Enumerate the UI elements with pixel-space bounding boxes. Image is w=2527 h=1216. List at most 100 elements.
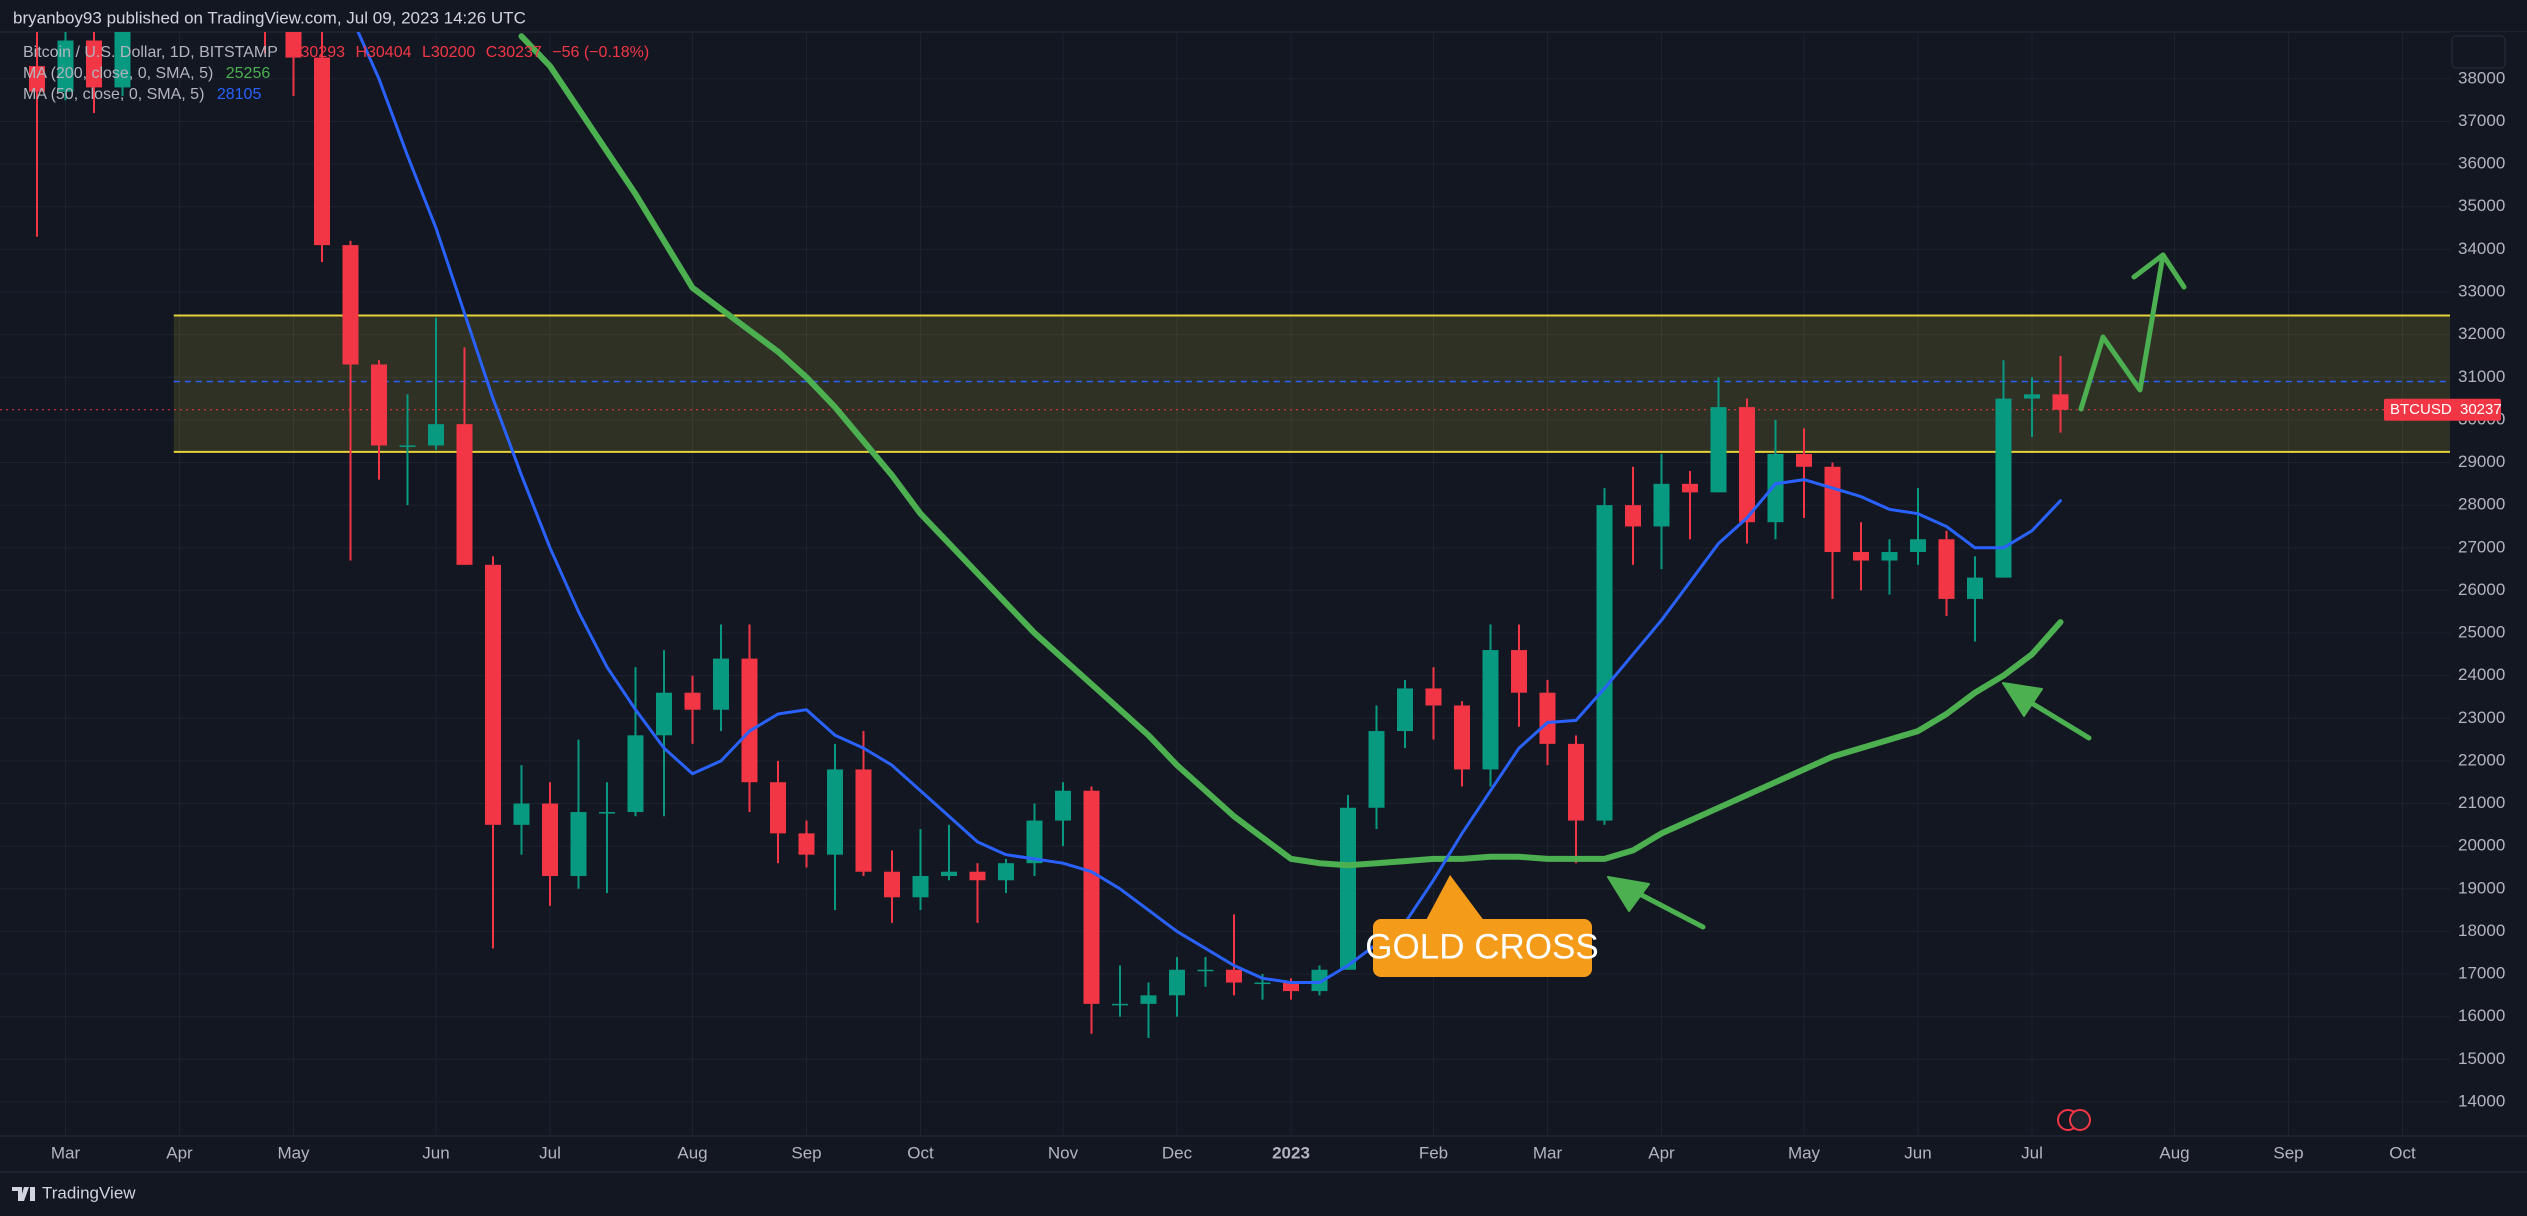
candle-body	[2052, 394, 2069, 410]
y-tick-label: 29000	[2458, 452, 2505, 471]
candle-body	[570, 812, 587, 876]
x-tick-label: Aug	[2159, 1143, 2189, 1162]
candle-body	[884, 871, 900, 898]
y-tick-label: 37000	[2458, 111, 2505, 130]
moving-average	[518, 33, 2064, 869]
candle-body	[1368, 731, 1385, 808]
brand-logo	[12, 1187, 35, 1201]
candle-body	[1995, 398, 2012, 578]
candle-body	[1796, 453, 1812, 467]
candle-body	[1454, 705, 1470, 770]
x-tick-label: Feb	[1419, 1143, 1448, 1162]
candle-body	[1283, 982, 1299, 992]
settings-button[interactable]	[2451, 35, 2506, 69]
candle-body	[1853, 552, 1869, 561]
zone-layer	[0, 314, 2450, 453]
drawings	[1607, 252, 2187, 930]
ma200-arrow	[2022, 696, 2092, 741]
ma50-legend: MA (50, close, 0, SMA, 5) 28105	[23, 86, 261, 103]
y-tick-label: 14000	[2458, 1091, 2505, 1110]
candle-body	[456, 424, 473, 565]
x-tick-label: Sep	[791, 1143, 821, 1162]
y-tick-label: 26000	[2458, 580, 2505, 599]
ohlc-open: O30293	[288, 44, 345, 61]
gold-cross-callout: GOLD CROSS	[1365, 875, 1599, 977]
y-tick-label: 18000	[2458, 921, 2505, 940]
x-tick-label: Jun	[1904, 1143, 1931, 1162]
x-tick-label: Nov	[1048, 1143, 1079, 1162]
y-tick-label: 16000	[2458, 1006, 2505, 1025]
candle-body	[912, 875, 929, 898]
y-tick-label: 34000	[2458, 239, 2505, 258]
y-tick-label: 38000	[2458, 68, 2505, 87]
ma200-arrow-head	[2002, 682, 2043, 717]
candle-body	[314, 57, 330, 246]
y-tick-label: 15000	[2458, 1049, 2505, 1068]
candle-body	[599, 812, 615, 814]
y-tick-label: 27000	[2458, 537, 2505, 556]
y-tick-label: 23000	[2458, 708, 2505, 727]
x-tick-label: Apr	[1648, 1143, 1675, 1162]
y-tick-label: 21000	[2458, 793, 2505, 812]
candle-body	[827, 769, 843, 855]
ohlc-change: −56 (−0.18%)	[552, 44, 649, 61]
candle-body	[1910, 539, 1926, 553]
callout-pointer	[1425, 875, 1485, 922]
symbol: Bitcoin / U.S. Dollar, 1D, BITSTAMP	[23, 44, 278, 61]
ohlc-low: L30200	[422, 44, 475, 61]
symbol-legend: Bitcoin / U.S. Dollar, 1D, BITSTAMP O302…	[23, 44, 649, 61]
candle-body	[1197, 969, 1214, 972]
candle-body	[1625, 505, 1641, 527]
ma200-label: MA (200, close, 0, SMA, 5)	[23, 65, 213, 82]
candle-body	[713, 658, 729, 710]
candle-body	[1682, 483, 1698, 493]
x-tick-label: Jul	[2021, 1143, 2043, 1162]
candle-body	[627, 735, 644, 813]
candle-body	[86, 40, 102, 88]
x-tick-label: Aug	[677, 1143, 707, 1162]
candle-body	[1254, 982, 1271, 985]
candle-body	[684, 692, 701, 710]
candle-body	[29, 66, 45, 92]
candle-body	[114, 32, 131, 88]
candle-body	[1397, 688, 1413, 732]
candle-body	[342, 245, 359, 365]
candle-body	[285, 32, 302, 58]
price-tag	[2384, 398, 2501, 421]
price-axis-bg	[2450, 32, 2527, 1136]
candle-body	[1767, 453, 1784, 523]
candle-body	[371, 364, 387, 446]
candle-body	[1568, 743, 1584, 821]
candle-body	[1653, 483, 1670, 527]
candle-body	[57, 40, 74, 92]
projection-arrow-head	[2131, 252, 2187, 290]
candle-body	[1083, 790, 1100, 1004]
moving-average	[356, 32, 2062, 984]
y-tick-label: 25000	[2458, 623, 2505, 642]
x-tick-label: Dec	[1162, 1143, 1193, 1162]
candle-body	[1739, 407, 1755, 523]
cross-arrow	[1627, 886, 1706, 930]
x-tick-label: Jun	[422, 1143, 449, 1162]
ma200-value: 25256	[226, 65, 271, 82]
ohlc-high: H30404	[355, 44, 411, 61]
candle-body	[1539, 692, 1556, 744]
candle-body	[1710, 407, 1727, 493]
projection-arrow	[2078, 252, 2166, 412]
candle-body	[1596, 505, 1613, 821]
candle-body	[1425, 688, 1442, 706]
candle-body	[998, 863, 1014, 881]
candle-body	[1881, 552, 1898, 561]
candle-body	[741, 658, 758, 783]
icon	[2069, 1109, 2091, 1131]
marks-layer	[29, 32, 2069, 1038]
ohlc-close: C30237	[486, 44, 542, 61]
y-tick-label: 22000	[2458, 750, 2505, 769]
candle-body	[399, 445, 416, 447]
zone-area	[173, 315, 2450, 452]
y-tick-label: 31000	[2458, 367, 2505, 386]
ma50-value: 28105	[217, 86, 262, 103]
candle-body	[1026, 820, 1043, 864]
x-tick-label: Sep	[2273, 1143, 2303, 1162]
